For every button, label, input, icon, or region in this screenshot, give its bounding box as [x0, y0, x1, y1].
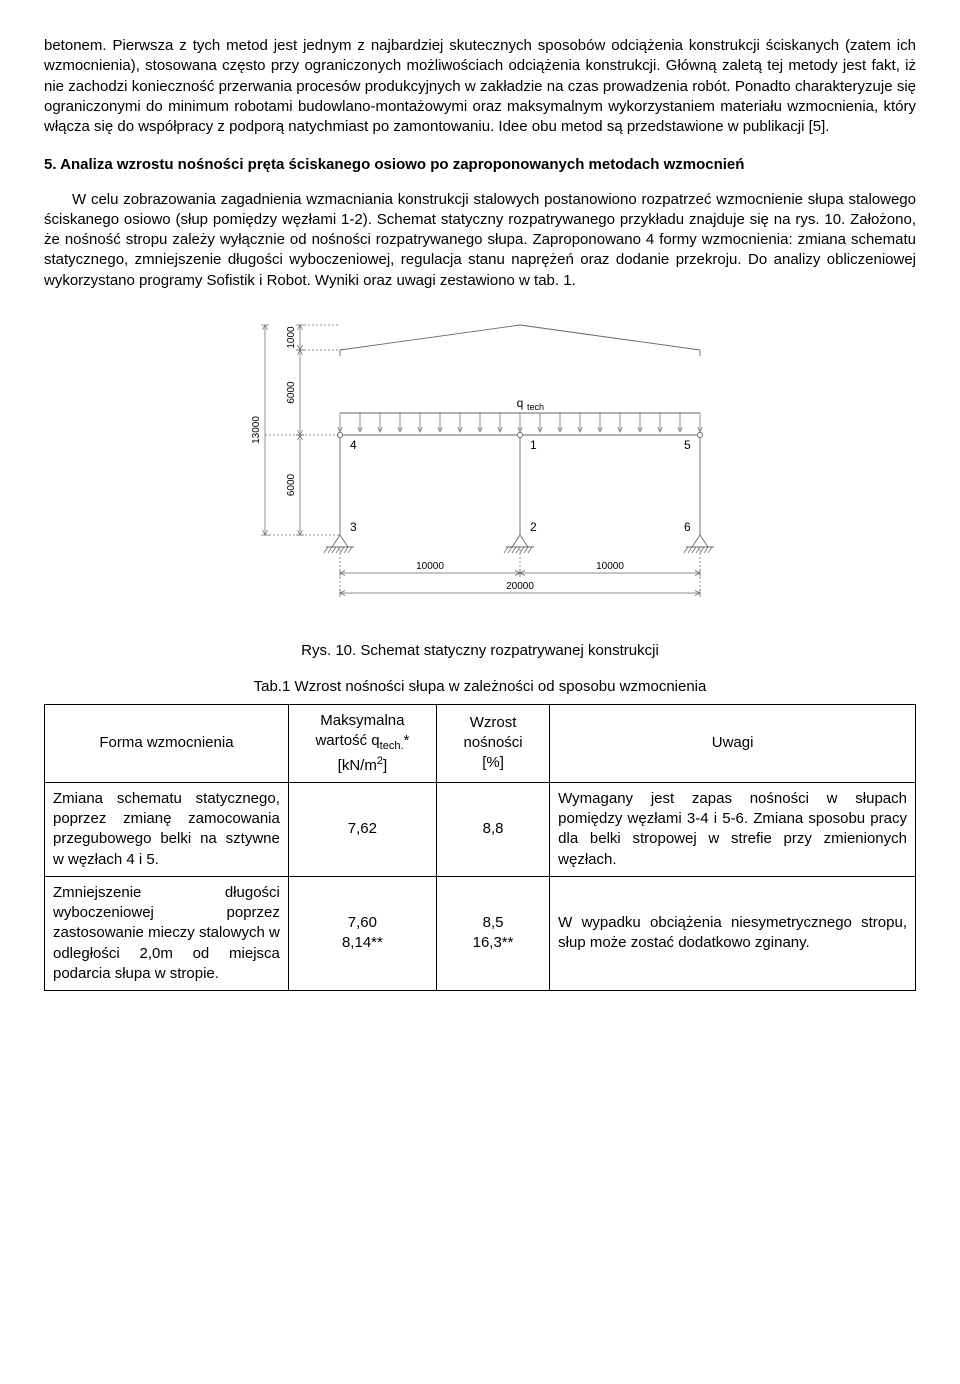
body-paragraph: W celu zobrazowania zagadnienia wzmacnia…: [44, 190, 916, 291]
svg-text:3: 3: [350, 520, 357, 534]
col-header-growth: Wzrost nośności [%]: [436, 704, 549, 782]
cell-form: Zmniejszenie długości wyboczeniowej popr…: [45, 876, 289, 990]
col-header-notes: Uwagi: [550, 704, 916, 782]
qmax-line2-post: *: [404, 732, 410, 749]
svg-text:1000: 1000: [286, 326, 297, 349]
qmax-line2-pre: wartość q: [315, 732, 379, 749]
cell-growth: 8,5 16,3**: [436, 876, 549, 990]
growth-line2: nośności: [463, 734, 522, 751]
growth-line3: [%]: [482, 754, 504, 771]
svg-text:tech: tech: [527, 402, 544, 412]
figure-schematic: qtech 1 2 3 4 5 6 1000 6000 6000 13000 10000 10000 20…: [44, 305, 916, 621]
svg-text:10000: 10000: [416, 561, 444, 572]
svg-text:6000: 6000: [286, 473, 297, 496]
svg-text:10000: 10000: [596, 561, 624, 572]
qmax-line3-pre: [kN/m: [338, 757, 377, 774]
section-number: 5.: [44, 155, 57, 175]
svg-text:2: 2: [530, 520, 537, 534]
cell-form: Zmiana schematu statycznego, poprzez zmi…: [45, 782, 289, 876]
svg-text:1: 1: [530, 438, 537, 452]
figure-caption: Rys. 10. Schemat statyczny rozpatrywanej…: [44, 641, 916, 661]
col-header-qmax: Maksymalna wartość qtech.* [kN/m2]: [288, 704, 436, 782]
results-table: Forma wzmocnienia Maksymalna wartość qte…: [44, 704, 916, 992]
qmax-line2-sub: tech.: [380, 740, 404, 752]
cell-note: Wymagany jest zapas nośności w słupach p…: [550, 782, 916, 876]
cell-note: W wypadku obciążenia niesymetrycznego st…: [550, 876, 916, 990]
svg-text:4: 4: [350, 438, 357, 452]
svg-text:5: 5: [684, 438, 691, 452]
qmax-line1: Maksymalna: [320, 712, 404, 729]
section-heading: 5. Analiza wzrostu nośności pręta ściska…: [44, 155, 916, 175]
svg-text:6: 6: [684, 520, 691, 534]
svg-text:q: q: [517, 396, 524, 410]
svg-text:13000: 13000: [251, 415, 262, 443]
schematic-svg: qtech 1 2 3 4 5 6 1000 6000 6000 13000 10000 10000 20…: [210, 305, 750, 615]
table-row: Zmniejszenie długości wyboczeniowej popr…: [45, 876, 916, 990]
cell-qmax: 7,60 8,14**: [288, 876, 436, 990]
table-caption: Tab.1 Wzrost nośności słupa w zależności…: [44, 677, 916, 697]
table-row: Zmiana schematu statycznego, poprzez zmi…: [45, 782, 916, 876]
table-header-row: Forma wzmocnienia Maksymalna wartość qte…: [45, 704, 916, 782]
growth-line1: Wzrost: [470, 714, 517, 731]
svg-text:6000: 6000: [286, 381, 297, 404]
qmax-line3-post: ]: [383, 757, 387, 774]
cell-qmax: 7,62: [288, 782, 436, 876]
intro-paragraph: betonem. Pierwsza z tych metod jest jedn…: [44, 36, 916, 137]
section-title: Analiza wzrostu nośności pręta ściskaneg…: [60, 156, 744, 173]
col-header-form: Forma wzmocnienia: [45, 704, 289, 782]
cell-growth: 8,8: [436, 782, 549, 876]
svg-text:20000: 20000: [506, 581, 534, 592]
